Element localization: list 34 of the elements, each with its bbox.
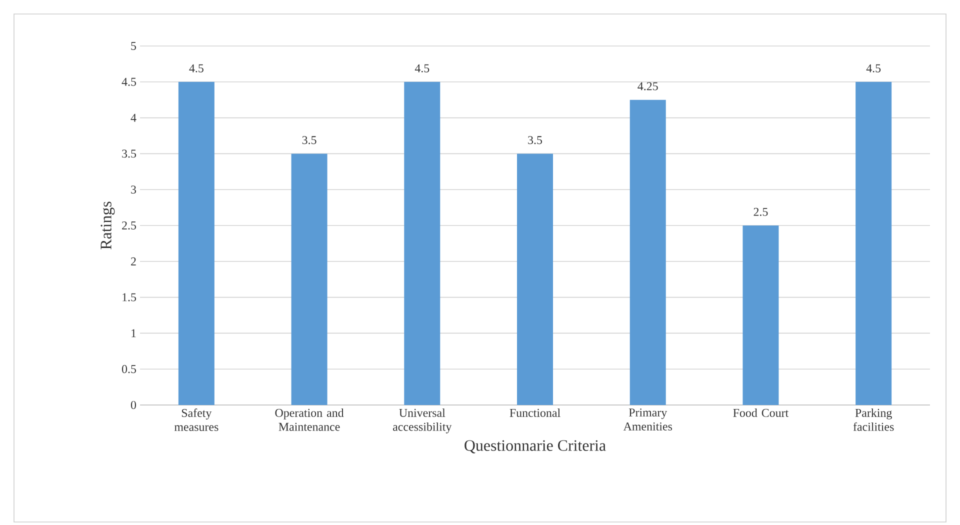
data-label: 4.5 (189, 64, 204, 72)
y-tick-label: 5 (131, 42, 136, 50)
y-tick-label: 3 (131, 186, 136, 194)
bar (742, 225, 779, 405)
x-tick-label: Parking facilities (853, 408, 894, 431)
x-tick-label: Primary Amenities (623, 408, 672, 430)
y-tick-label: 0.5 (122, 365, 136, 374)
y-tick-label: 4 (130, 114, 136, 122)
bar (291, 154, 328, 405)
y-tick-label: 1 (132, 329, 136, 338)
x-tick-label: Operation and Maintenance (275, 408, 344, 431)
bar (404, 82, 440, 405)
bar (856, 82, 892, 405)
data-label: 2.5 (754, 208, 768, 216)
bar (178, 82, 214, 405)
x-tick-label: Universal accessibility (393, 408, 452, 434)
data-label: 3.5 (528, 136, 542, 144)
y-axis-title: Ratings (100, 202, 115, 250)
bar (630, 100, 666, 405)
data-label: 3.5 (302, 136, 316, 144)
y-tick-label: 0 (130, 400, 136, 410)
data-label: 4.5 (414, 64, 430, 72)
x-tick-label: Food Court (733, 408, 789, 417)
y-tick-label: 4.5 (122, 78, 136, 86)
bar (517, 154, 554, 405)
x-axis-title: Questionnarie Criteria (464, 440, 606, 454)
y-tick-label: 3.5 (122, 150, 136, 158)
y-tick-label: 1.5 (122, 293, 136, 302)
y-tick-label: 2 (131, 257, 136, 266)
x-tick-label: Safety measures (174, 408, 218, 431)
y-tick-label: 2.5 (122, 221, 136, 230)
data-label: 4.5 (866, 64, 881, 72)
data-label: 4.25 (638, 82, 658, 90)
x-tick-label: Functional (510, 408, 560, 417)
